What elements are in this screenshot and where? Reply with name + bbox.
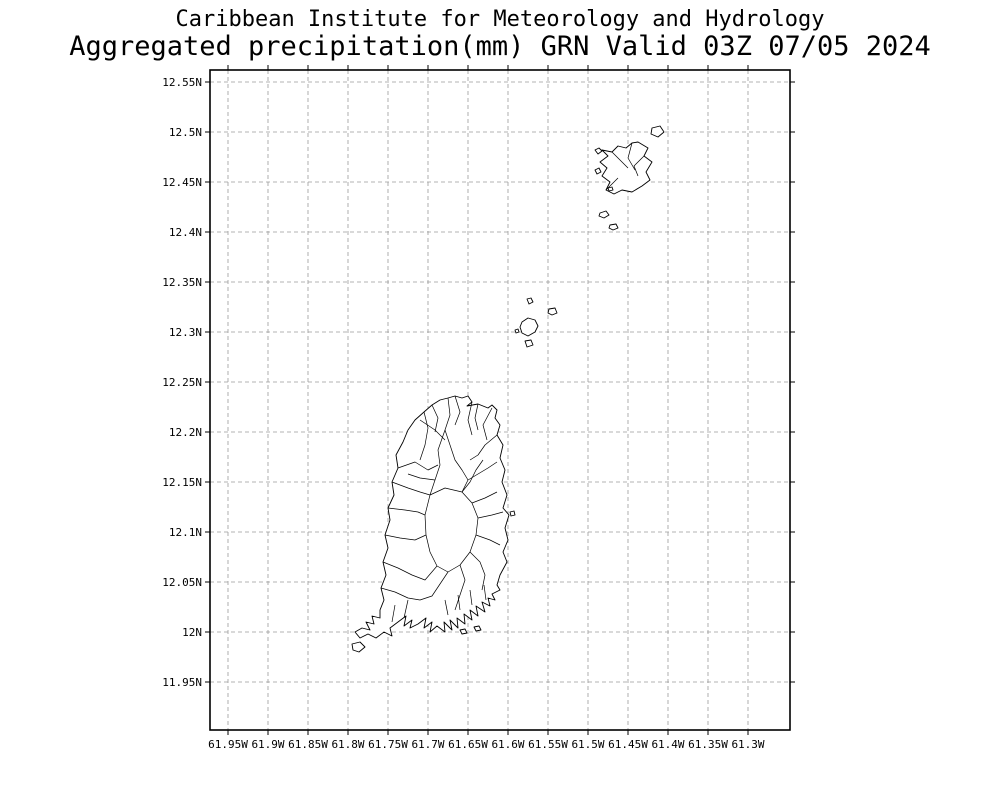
island-mabouya-island xyxy=(594,167,602,175)
lon-tick-label: 61.85W xyxy=(288,738,328,751)
watershed-boundary xyxy=(474,403,479,431)
watershed-boundary xyxy=(419,419,446,441)
watershed-boundary xyxy=(391,604,396,623)
island-diamond-rock xyxy=(514,328,520,334)
lat-tick-label: 12.4N xyxy=(169,226,202,239)
lat-tick-label: 12.35N xyxy=(162,276,202,289)
lon-tick-label: 61.7W xyxy=(411,738,444,751)
watershed-boundary xyxy=(454,564,466,611)
lon-tick-label: 61.6W xyxy=(491,738,524,751)
watershed-boundary xyxy=(431,404,439,433)
watershed-boundary xyxy=(397,461,439,471)
watershed-boundary xyxy=(475,534,501,546)
watershed-boundary xyxy=(444,599,449,616)
watershed-boundary xyxy=(611,151,629,169)
watershed-boundary xyxy=(483,584,487,601)
lon-tick-label: 61.5W xyxy=(571,738,604,751)
watershed-boundary xyxy=(424,487,479,573)
island-caille-island xyxy=(524,339,534,348)
lat-tick-label: 12.1N xyxy=(169,526,202,539)
watershed-boundary xyxy=(469,551,486,591)
island-les-tantes xyxy=(547,307,558,316)
island-hog-island xyxy=(459,628,468,635)
watershed-boundary xyxy=(391,481,431,496)
island-petite-martinique xyxy=(650,125,665,138)
lon-tick-label: 61.65W xyxy=(448,738,488,751)
watershed-boundary xyxy=(387,507,426,516)
island-ronde-island xyxy=(519,317,539,337)
lat-tick-label: 12N xyxy=(182,626,202,639)
lat-tick-label: 12.15N xyxy=(162,476,202,489)
watershed-boundary xyxy=(633,155,645,177)
lat-tick-label: 12.45N xyxy=(162,176,202,189)
watershed-boundary xyxy=(471,491,498,504)
lon-tick-label: 61.9W xyxy=(251,738,284,751)
lon-tick-label: 61.35W xyxy=(688,738,728,751)
island-glover-island xyxy=(351,641,366,653)
watershed-boundary xyxy=(407,473,436,481)
lat-tick-label: 12.3N xyxy=(169,326,202,339)
precipitation-map-plot: 12.55N 12.5N 12.45N 12.4N 12.35N 12.3N 12.25N 1… xyxy=(162,65,795,751)
watershed-boundary xyxy=(382,561,438,581)
lat-tick-label: 12.05N xyxy=(162,576,202,589)
axis-labels: 12.55N 12.5N 12.45N 12.4N 12.35N 12.3N 12.25N 1… xyxy=(162,76,765,751)
watershed-boundary xyxy=(461,459,484,493)
lon-tick-label: 61.8W xyxy=(331,738,364,751)
watershed-boundary xyxy=(469,589,473,606)
island-saline-island xyxy=(598,210,610,219)
island-sandy-island xyxy=(594,147,603,155)
lat-tick-label: 12.2N xyxy=(169,426,202,439)
watershed-boundary xyxy=(627,142,636,171)
watershed-boundary xyxy=(449,444,469,493)
watershed-boundary xyxy=(429,429,446,496)
lon-tick-label: 61.75W xyxy=(368,738,408,751)
lon-tick-label: 61.45W xyxy=(608,738,648,751)
watershed-boundary xyxy=(477,511,504,519)
watershed-boundary xyxy=(467,401,473,436)
watershed-boundary xyxy=(482,407,493,441)
island-calivigny-island xyxy=(473,625,482,632)
watershed-boundary xyxy=(380,571,449,601)
page-title-institution: Caribbean Institute for Meteorology and … xyxy=(175,7,825,32)
island-london-bridge xyxy=(526,297,534,305)
watershed-boundary xyxy=(469,434,498,461)
watershed-boundary xyxy=(467,461,498,481)
lon-tick-label: 61.3W xyxy=(731,738,764,751)
map-frame xyxy=(209,69,791,731)
watershed-boundaries-layer xyxy=(380,142,645,623)
lon-tick-label: 61.55W xyxy=(528,738,568,751)
tick-marks xyxy=(205,65,795,735)
lat-tick-label: 12.5N xyxy=(169,126,202,139)
island-carriacou xyxy=(599,141,653,195)
page-title-product: Aggregated precipitation(mm) GRN Valid 0… xyxy=(69,31,931,62)
island-grenada xyxy=(354,395,510,639)
watershed-boundary xyxy=(419,411,429,461)
watershed-boundary xyxy=(444,397,451,446)
lon-tick-label: 61.4W xyxy=(651,738,684,751)
island-east-coast-islet xyxy=(509,510,516,517)
island-jack-a-dan xyxy=(607,186,614,192)
island-frigate-island xyxy=(608,223,619,231)
lon-tick-label: 61.95W xyxy=(208,738,248,751)
lat-tick-label: 12.55N xyxy=(162,76,202,89)
watershed-boundary xyxy=(454,395,461,426)
islands-layer xyxy=(351,125,665,653)
watershed-boundary xyxy=(403,599,409,619)
grid-layer xyxy=(210,70,790,730)
watershed-boundary xyxy=(384,534,427,541)
watershed-boundary xyxy=(457,594,461,611)
watershed-boundary xyxy=(605,177,619,191)
lat-tick-label: 12.25N xyxy=(162,376,202,389)
lat-tick-label: 11.95N xyxy=(162,676,202,689)
